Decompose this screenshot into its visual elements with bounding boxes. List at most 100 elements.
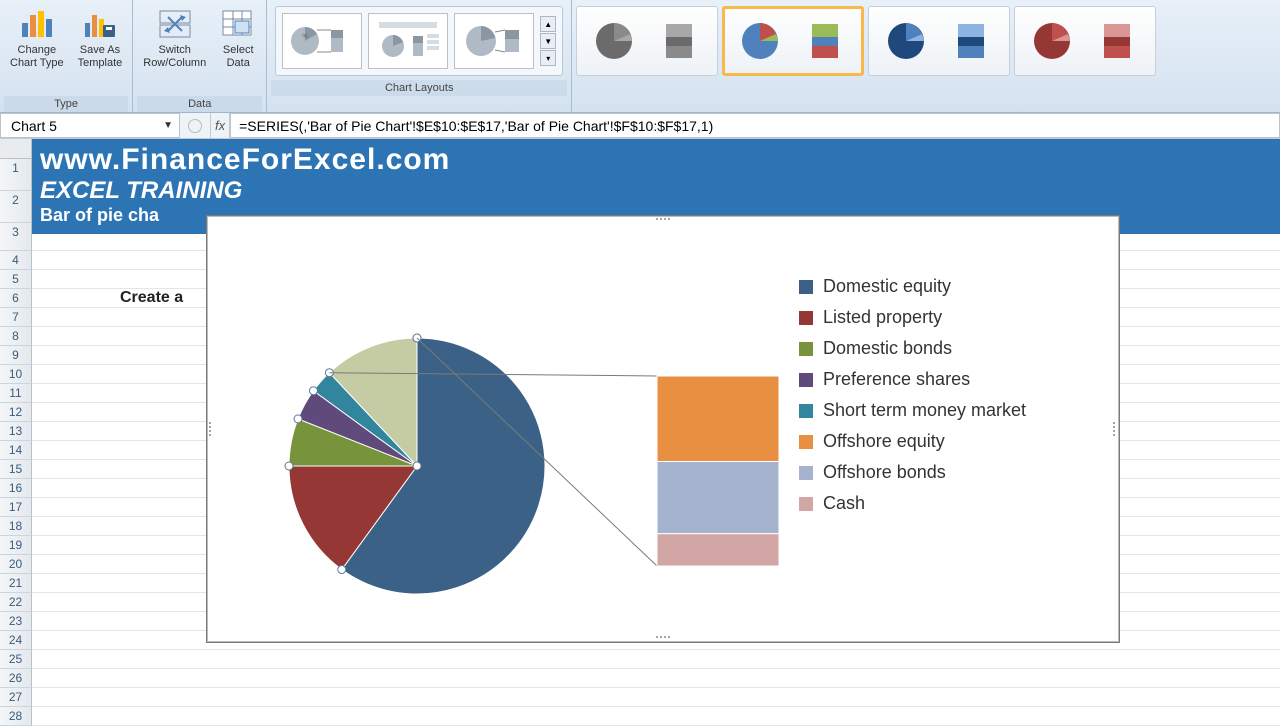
legend-label: Short term money market [823, 400, 1026, 421]
row-header[interactable]: 5 [0, 270, 32, 289]
template-icon [82, 6, 118, 42]
ribbon-group-type: Change Chart Type Save As Template Type [0, 0, 133, 112]
row-header[interactable]: 19 [0, 536, 32, 555]
chart-object[interactable]: Domestic equity Listed property Domestic b… [206, 215, 1120, 643]
legend-label: Domestic bonds [823, 338, 952, 359]
chart-legend[interactable]: Domestic equity Listed property Domestic b… [799, 276, 1099, 524]
save-as-template-label: Save As Template [78, 44, 123, 70]
row-header[interactable]: 20 [0, 555, 32, 574]
legend-item[interactable]: Preference shares [799, 369, 1099, 390]
layout-item-2[interactable] [368, 13, 448, 69]
group-label-layouts: Chart Layouts [271, 80, 567, 96]
save-as-template-button[interactable]: Save As Template [72, 2, 129, 74]
site-title: www.FinanceForExcel.com [40, 143, 1272, 177]
resize-handle-right[interactable] [1113, 414, 1117, 444]
chart-plot[interactable] [227, 266, 787, 626]
row-header[interactable]: 6 [0, 289, 32, 308]
legend-item[interactable]: Domestic bonds [799, 338, 1099, 359]
group-label-type: Type [4, 96, 128, 112]
legend-swatch [799, 466, 813, 480]
legend-label: Offshore equity [823, 431, 945, 452]
resize-handle-top[interactable] [643, 218, 683, 222]
layout-item-1[interactable]: % [282, 13, 362, 69]
row-header[interactable]: 3 [0, 223, 32, 251]
layout-gallery: % ▲ ▼ ▾ [275, 6, 563, 76]
switch-label: Switch Row/Column [143, 44, 206, 70]
row-header[interactable]: 26 [0, 669, 32, 688]
row-header[interactable]: 21 [0, 574, 32, 593]
chart-style-item[interactable] [722, 6, 864, 76]
legend-label: Domestic equity [823, 276, 951, 297]
legend-swatch [799, 280, 813, 294]
ribbon: Change Chart Type Save As Template Type … [0, 0, 1280, 113]
row-header[interactable]: 4 [0, 251, 32, 270]
row-header[interactable]: 8 [0, 327, 32, 346]
row-header[interactable]: 7 [0, 308, 32, 327]
chart-type-icon [19, 6, 55, 42]
legend-swatch [799, 373, 813, 387]
change-chart-type-label: Change Chart Type [10, 44, 64, 70]
cancel-icon[interactable] [188, 119, 202, 133]
row-header[interactable]: 2 [0, 191, 32, 223]
row-cells[interactable] [32, 707, 1280, 726]
name-box[interactable]: Chart 5 ▼ [0, 113, 180, 138]
row-header[interactable]: 10 [0, 365, 32, 384]
row-header[interactable]: 18 [0, 517, 32, 536]
row-header[interactable]: 13 [0, 422, 32, 441]
select-data-button[interactable]: Select Data [214, 2, 262, 74]
layout-down-button[interactable]: ▼ [540, 33, 556, 49]
legend-item[interactable]: Offshore bonds [799, 462, 1099, 483]
training-title: EXCEL TRAINING [40, 177, 1272, 205]
row-header[interactable]: 1 [0, 159, 32, 191]
legend-item[interactable]: Cash [799, 493, 1099, 514]
row-header[interactable]: 22 [0, 593, 32, 612]
row-header[interactable]: 23 [0, 612, 32, 631]
layout-spinner: ▲ ▼ ▾ [540, 16, 556, 66]
row-header[interactable]: 28 [0, 707, 32, 726]
row-cells[interactable] [32, 650, 1280, 669]
group-label-data: Data [137, 96, 262, 112]
legend-label: Listed property [823, 307, 942, 328]
chart-style-item[interactable] [1014, 6, 1156, 76]
legend-item[interactable]: Listed property [799, 307, 1099, 328]
chart-style-item[interactable] [868, 6, 1010, 76]
row-header[interactable]: 14 [0, 441, 32, 460]
legend-label: Preference shares [823, 369, 970, 390]
resize-handle-bottom[interactable] [643, 636, 683, 640]
chevron-down-icon: ▼ [163, 120, 173, 131]
row-cells[interactable] [32, 688, 1280, 707]
select-data-label: Select Data [223, 44, 254, 70]
formula-input[interactable]: =SERIES(,'Bar of Pie Chart'!$E$10:$E$17,… [230, 113, 1280, 138]
fx-icon[interactable]: fx [215, 118, 225, 133]
legend-item[interactable]: Domestic equity [799, 276, 1099, 297]
select-all-corner[interactable] [0, 139, 32, 158]
row-header[interactable]: 9 [0, 346, 32, 365]
switch-icon [157, 6, 193, 42]
row-header[interactable]: 25 [0, 650, 32, 669]
chart-style-item[interactable] [576, 6, 718, 76]
change-chart-type-button[interactable]: Change Chart Type [4, 2, 70, 74]
row-header[interactable]: 16 [0, 479, 32, 498]
row-header[interactable]: 15 [0, 460, 32, 479]
row-header[interactable]: 24 [0, 631, 32, 650]
switch-row-column-button[interactable]: Switch Row/Column [137, 2, 212, 74]
select-data-icon [220, 6, 256, 42]
row-cells[interactable] [32, 669, 1280, 688]
layout-up-button[interactable]: ▲ [540, 16, 556, 32]
resize-handle-left[interactable] [209, 414, 213, 444]
svg-text:%: % [303, 34, 309, 40]
ribbon-group-data: Switch Row/Column Select Data Data [133, 0, 267, 112]
legend-item[interactable]: Offshore equity [799, 431, 1099, 452]
worksheet-grid: ABCDEFGHIJKLM 12345678910111213141516171… [0, 139, 1280, 726]
legend-swatch [799, 404, 813, 418]
name-box-value: Chart 5 [11, 118, 57, 134]
row-header[interactable]: 12 [0, 403, 32, 422]
row-header[interactable]: 17 [0, 498, 32, 517]
row-header[interactable]: 11 [0, 384, 32, 403]
legend-item[interactable]: Short term money market [799, 400, 1099, 421]
row-header[interactable]: 27 [0, 688, 32, 707]
layout-more-button[interactable]: ▾ [540, 50, 556, 66]
legend-swatch [799, 497, 813, 511]
layout-item-3[interactable] [454, 13, 534, 69]
legend-swatch [799, 311, 813, 325]
